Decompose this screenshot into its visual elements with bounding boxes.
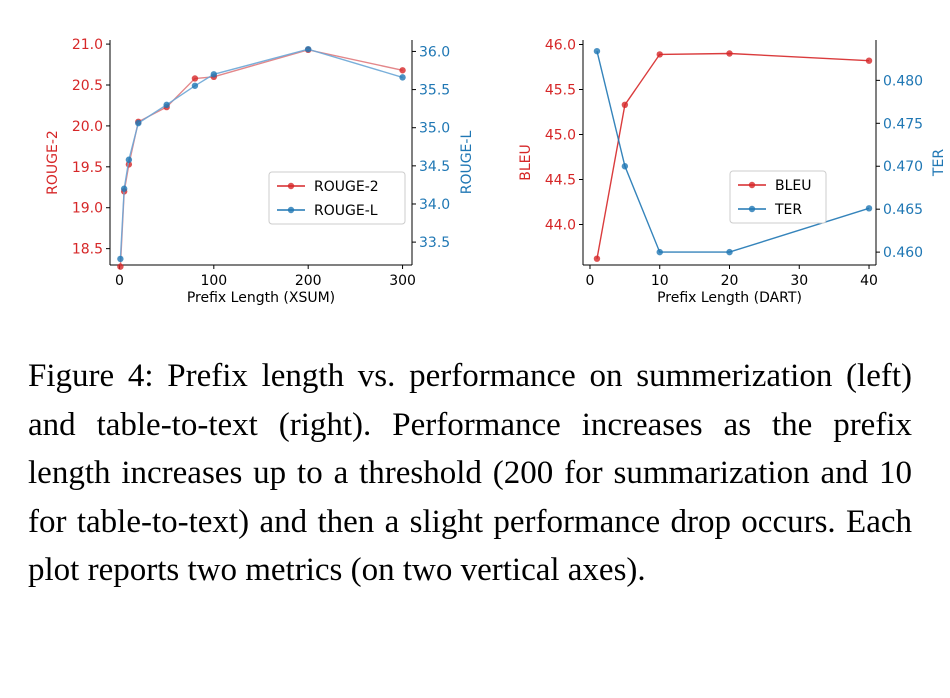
right-series-bleu-point (621, 101, 629, 109)
left-x-tick-label: 100 (200, 273, 227, 289)
left-series-rouge-l-point (125, 156, 133, 163)
left-series-rouge-l-point (399, 74, 406, 81)
right-legend-label: BLEU (775, 178, 812, 194)
right-y-left-tick-label: 46.0 (545, 38, 576, 54)
right-y-left-axis-label: BLEU (518, 144, 534, 181)
left-series-rouge-l-point (117, 255, 124, 263)
left-series-rouge-l-point (120, 185, 128, 192)
left-series-rouge-l-line (119, 48, 403, 259)
right-y-left-tick-label: 45.5 (545, 83, 576, 99)
left-y-left-tick-label: 20.5 (72, 78, 103, 94)
right-series-bleu-line (596, 52, 870, 259)
left-y-right-tick-label: 33.5 (419, 235, 450, 251)
left-y-right-tick-label: 34.0 (419, 197, 450, 213)
left-series-rouge-2-point (117, 263, 124, 270)
right-legend-marker (748, 205, 756, 213)
right-legend-marker (748, 181, 756, 189)
right-series-ter-point (621, 163, 629, 170)
left-y-left-tick-label: 21.0 (72, 37, 103, 53)
left-series-rouge-2-line (119, 49, 403, 267)
right-x-axis-label: Prefix Length (DART) (657, 290, 802, 306)
left-series-rouge-2-point (399, 67, 406, 74)
right-series-bleu-point (656, 51, 663, 58)
right-x-tick-label: 20 (721, 273, 739, 289)
right-x-tick-label: 10 (651, 273, 669, 289)
left-y-right-tick-label: 34.5 (419, 159, 450, 175)
left-x-axis-label: Prefix Length (XSUM) (187, 290, 335, 306)
left-y-left-axis-label: ROUGE-2 (45, 130, 61, 195)
right-y-right-tick-label: 0.480 (883, 73, 923, 89)
left-series-rouge-l-point (163, 101, 170, 109)
right-y-right-tick-label: 0.465 (883, 202, 923, 218)
left-x-tick-label: 200 (295, 273, 322, 289)
left-y-right-axis-label: ROUGE-L (459, 131, 475, 195)
figure-caption: Figure 4: Prefix length vs. performance … (28, 358, 912, 588)
left-legend-label: ROUGE-L (314, 203, 378, 219)
left-x-tick-label: 300 (389, 273, 416, 289)
right-legend-label: TER (774, 202, 802, 218)
right-y-left-tick-label: 44.5 (545, 173, 576, 189)
left-y-right-tick-label: 35.0 (419, 121, 450, 137)
right-series-ter-point (726, 248, 733, 256)
left-legend-marker (287, 206, 295, 214)
right-y-right-tick-label: 0.470 (883, 159, 923, 175)
left-x-tick-label: 0 (115, 273, 124, 289)
left-series-rouge-l-point (135, 119, 142, 127)
right-series-bleu-point (865, 57, 873, 64)
right-series-ter-point (656, 248, 663, 256)
left-legend-label: ROUGE-2 (314, 179, 379, 195)
left-y-left-tick-label: 20.0 (72, 119, 103, 135)
right-y-right-tick-label: 0.460 (883, 245, 923, 261)
left-y-left-tick-label: 18.5 (72, 242, 103, 258)
right-series-bleu-point (593, 255, 601, 262)
left-series-rouge-l-point (191, 82, 199, 89)
right-y-left-tick-label: 44.0 (545, 218, 576, 234)
left-y-right-tick-label: 35.5 (419, 83, 450, 99)
right-y-left-tick-label: 45.0 (545, 128, 576, 144)
left-y-right-tick-label: 36.0 (419, 44, 450, 60)
left-series-rouge-l-point (210, 71, 218, 78)
right-series-bleu-point (726, 50, 733, 57)
left-series-rouge-l-point (304, 45, 312, 53)
right-x-tick-label: 40 (860, 273, 878, 289)
right-y-right-axis-label: TER (931, 149, 947, 177)
right-series-ter-point (593, 47, 601, 55)
right-y-right-tick-label: 0.475 (883, 116, 923, 132)
left-y-left-tick-label: 19.0 (72, 201, 103, 217)
left-y-left-tick-label: 19.5 (72, 160, 103, 176)
right-x-tick-label: 0 (586, 273, 595, 289)
left-series-rouge-2-point (191, 75, 199, 82)
left-legend-marker (287, 182, 295, 190)
right-series-ter-point (865, 205, 873, 212)
left-legend (268, 171, 406, 225)
right-x-tick-label: 30 (790, 273, 808, 289)
